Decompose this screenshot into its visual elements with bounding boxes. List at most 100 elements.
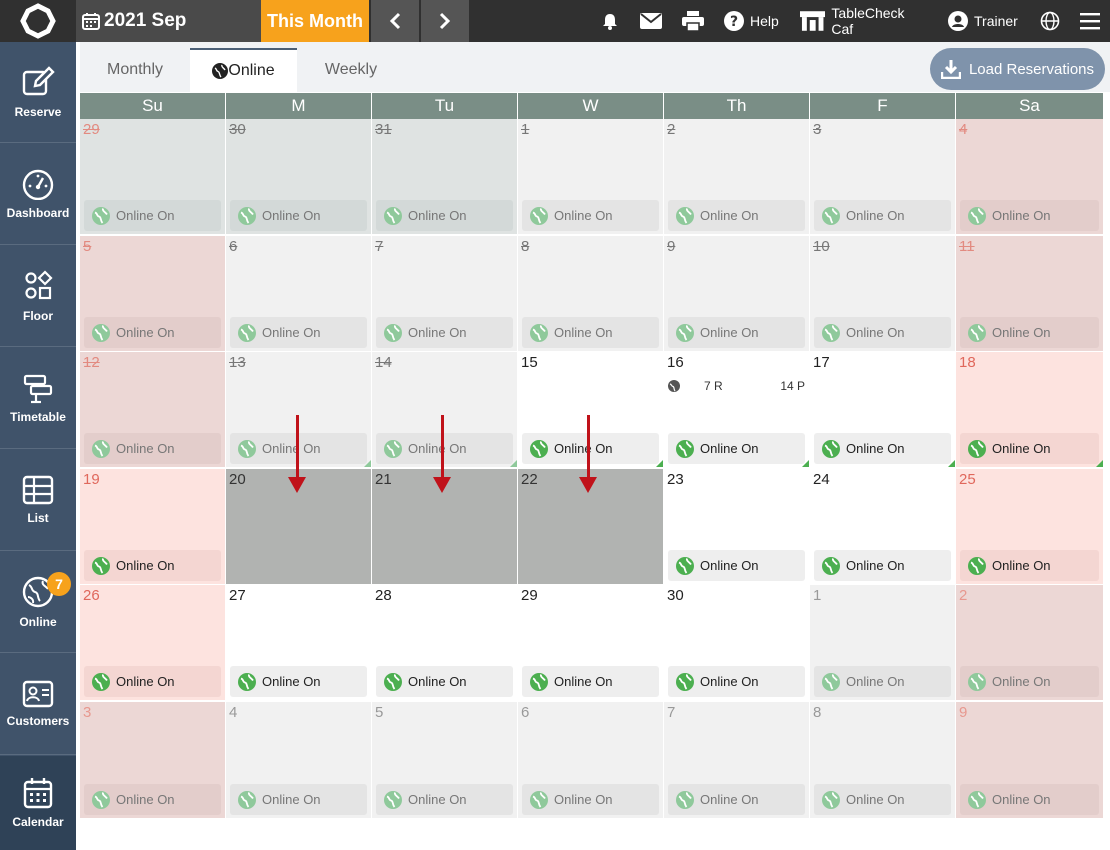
online-status-chip[interactable]: Online On: [522, 433, 659, 464]
online-status-chip[interactable]: Online On: [376, 666, 513, 697]
calendar-day-cell[interactable]: 25 Online On: [956, 469, 1104, 585]
calendar-day-cell[interactable]: 18 Online On: [956, 352, 1104, 468]
calendar-day-cell[interactable]: 8 Online On: [810, 702, 956, 819]
sidebar-item-reserve[interactable]: Reserve: [0, 42, 76, 143]
calendar-day-cell[interactable]: 12 Online On: [80, 352, 226, 468]
calendar-day-cell[interactable]: 10 Online On: [810, 236, 956, 352]
online-status-chip[interactable]: Online On: [960, 550, 1099, 581]
sidebar-item-online[interactable]: Online 7: [0, 552, 76, 653]
calendar-day-cell[interactable]: 17 Online On: [810, 352, 956, 468]
main-menu-button[interactable]: [1080, 0, 1100, 42]
calendar-day-cell[interactable]: 7 Online On: [664, 702, 810, 819]
sidebar-item-dashboard[interactable]: Dashboard: [0, 144, 76, 245]
sidebar-item-list[interactable]: List: [0, 450, 76, 551]
calendar-day-cell[interactable]: 29 Online On: [80, 119, 226, 235]
online-status-chip[interactable]: Online On: [960, 666, 1099, 697]
calendar-day-cell[interactable]: 8 Online On: [518, 236, 664, 352]
online-status-chip[interactable]: Online On: [814, 317, 951, 348]
calendar-day-cell[interactable]: 2 Online On: [956, 585, 1104, 701]
calendar-day-cell[interactable]: 1 Online On: [810, 585, 956, 701]
this-month-button[interactable]: This Month: [261, 0, 369, 42]
calendar-day-cell[interactable]: 30 Online On: [226, 119, 372, 235]
online-status-chip[interactable]: Online On: [668, 433, 805, 464]
online-status-chip[interactable]: Online On: [84, 433, 221, 464]
user-menu[interactable]: Trainer: [948, 0, 1018, 42]
online-status-chip[interactable]: Online On: [84, 666, 221, 697]
online-status-chip[interactable]: Online On: [668, 317, 805, 348]
tab-online[interactable]: Online: [190, 48, 297, 92]
online-status-chip[interactable]: Online On: [522, 784, 659, 815]
online-status-chip[interactable]: Online On: [522, 666, 659, 697]
tab-monthly[interactable]: Monthly: [80, 48, 190, 92]
messages-button[interactable]: [640, 0, 662, 42]
online-status-chip[interactable]: Online On: [814, 784, 951, 815]
language-button[interactable]: [1040, 0, 1060, 42]
calendar-day-cell[interactable]: 4 Online On: [956, 119, 1104, 235]
load-reservations-button[interactable]: Load Reservations: [930, 48, 1105, 90]
online-status-chip[interactable]: Online On: [960, 317, 1099, 348]
calendar-day-cell[interactable]: 3 Online On: [810, 119, 956, 235]
calendar-day-cell[interactable]: 28 Online On: [372, 585, 518, 701]
calendar-day-cell[interactable]: 16 7 R 14 P Online On: [664, 352, 810, 468]
store-selector[interactable]: TableCheck Caf: [800, 0, 928, 42]
online-status-chip[interactable]: Online On: [814, 200, 951, 231]
notifications-button[interactable]: [601, 0, 619, 42]
online-status-chip[interactable]: Online On: [668, 784, 805, 815]
tab-weekly[interactable]: Weekly: [297, 48, 405, 92]
calendar-day-cell[interactable]: 24 Online On: [810, 469, 956, 585]
online-status-chip[interactable]: Online On: [230, 317, 367, 348]
online-status-chip[interactable]: Online On: [376, 433, 513, 464]
calendar-day-cell[interactable]: 26 Online On: [80, 585, 226, 701]
online-status-chip[interactable]: Online On: [376, 784, 513, 815]
help-button[interactable]: ? Help: [724, 0, 779, 42]
sidebar-item-timetable[interactable]: Timetable: [0, 348, 76, 449]
calendar-day-cell[interactable]: 27 Online On: [226, 585, 372, 701]
sidebar-item-customers[interactable]: Customers: [0, 654, 76, 755]
online-status-chip[interactable]: Online On: [376, 317, 513, 348]
online-status-chip[interactable]: Online On: [814, 550, 951, 581]
online-status-chip[interactable]: Online On: [522, 200, 659, 231]
calendar-day-cell[interactable]: 5 Online On: [80, 236, 226, 352]
calendar-day-cell[interactable]: 19 Online On: [80, 469, 226, 585]
online-status-chip[interactable]: Online On: [230, 784, 367, 815]
calendar-day-cell[interactable]: 11 Online On: [956, 236, 1104, 352]
online-status-chip[interactable]: Online On: [84, 550, 221, 581]
sidebar-item-calendar[interactable]: Calendar: [0, 756, 76, 850]
online-status-chip[interactable]: Online On: [230, 200, 367, 231]
online-status-chip[interactable]: Online On: [960, 433, 1099, 464]
calendar-day-cell[interactable]: 23 Online On: [664, 469, 810, 585]
calendar-day-cell[interactable]: 1 Online On: [518, 119, 664, 235]
calendar-day-cell[interactable]: 29 Online On: [518, 585, 664, 701]
next-month-button[interactable]: [421, 0, 469, 42]
calendar-day-cell[interactable]: 6 Online On: [226, 236, 372, 352]
online-status-chip[interactable]: Online On: [522, 317, 659, 348]
calendar-day-cell[interactable]: 5 Online On: [372, 702, 518, 819]
month-title[interactable]: 2021 Sep: [76, 0, 261, 42]
online-status-chip[interactable]: Online On: [668, 550, 805, 581]
calendar-day-cell[interactable]: 14 Online On: [372, 352, 518, 468]
sidebar-item-floor[interactable]: Floor: [0, 246, 76, 347]
calendar-day-cell[interactable]: 2 Online On: [664, 119, 810, 235]
online-status-chip[interactable]: Online On: [84, 200, 221, 231]
online-status-chip[interactable]: Online On: [814, 666, 951, 697]
previous-month-button[interactable]: [371, 0, 419, 42]
online-status-chip[interactable]: Online On: [84, 317, 221, 348]
online-status-chip[interactable]: Online On: [960, 784, 1099, 815]
calendar-day-cell[interactable]: 15 Online On: [518, 352, 664, 468]
online-status-chip[interactable]: Online On: [376, 200, 513, 231]
calendar-day-cell[interactable]: 3 Online On: [80, 702, 226, 819]
calendar-day-cell[interactable]: 9 Online On: [956, 702, 1104, 819]
calendar-day-cell[interactable]: 9 Online On: [664, 236, 810, 352]
online-status-chip[interactable]: Online On: [230, 666, 367, 697]
app-logo-icon[interactable]: [0, 0, 76, 42]
calendar-day-cell[interactable]: 4 Online On: [226, 702, 372, 819]
print-button[interactable]: [682, 0, 704, 42]
online-status-chip[interactable]: Online On: [814, 433, 951, 464]
calendar-day-cell[interactable]: 30 Online On: [664, 585, 810, 701]
calendar-day-cell[interactable]: 7 Online On: [372, 236, 518, 352]
online-status-chip[interactable]: Online On: [960, 200, 1099, 231]
online-status-chip[interactable]: Online On: [668, 666, 805, 697]
calendar-day-cell[interactable]: 31 Online On: [372, 119, 518, 235]
calendar-day-cell[interactable]: 13 Online On: [226, 352, 372, 468]
online-status-chip[interactable]: Online On: [668, 200, 805, 231]
